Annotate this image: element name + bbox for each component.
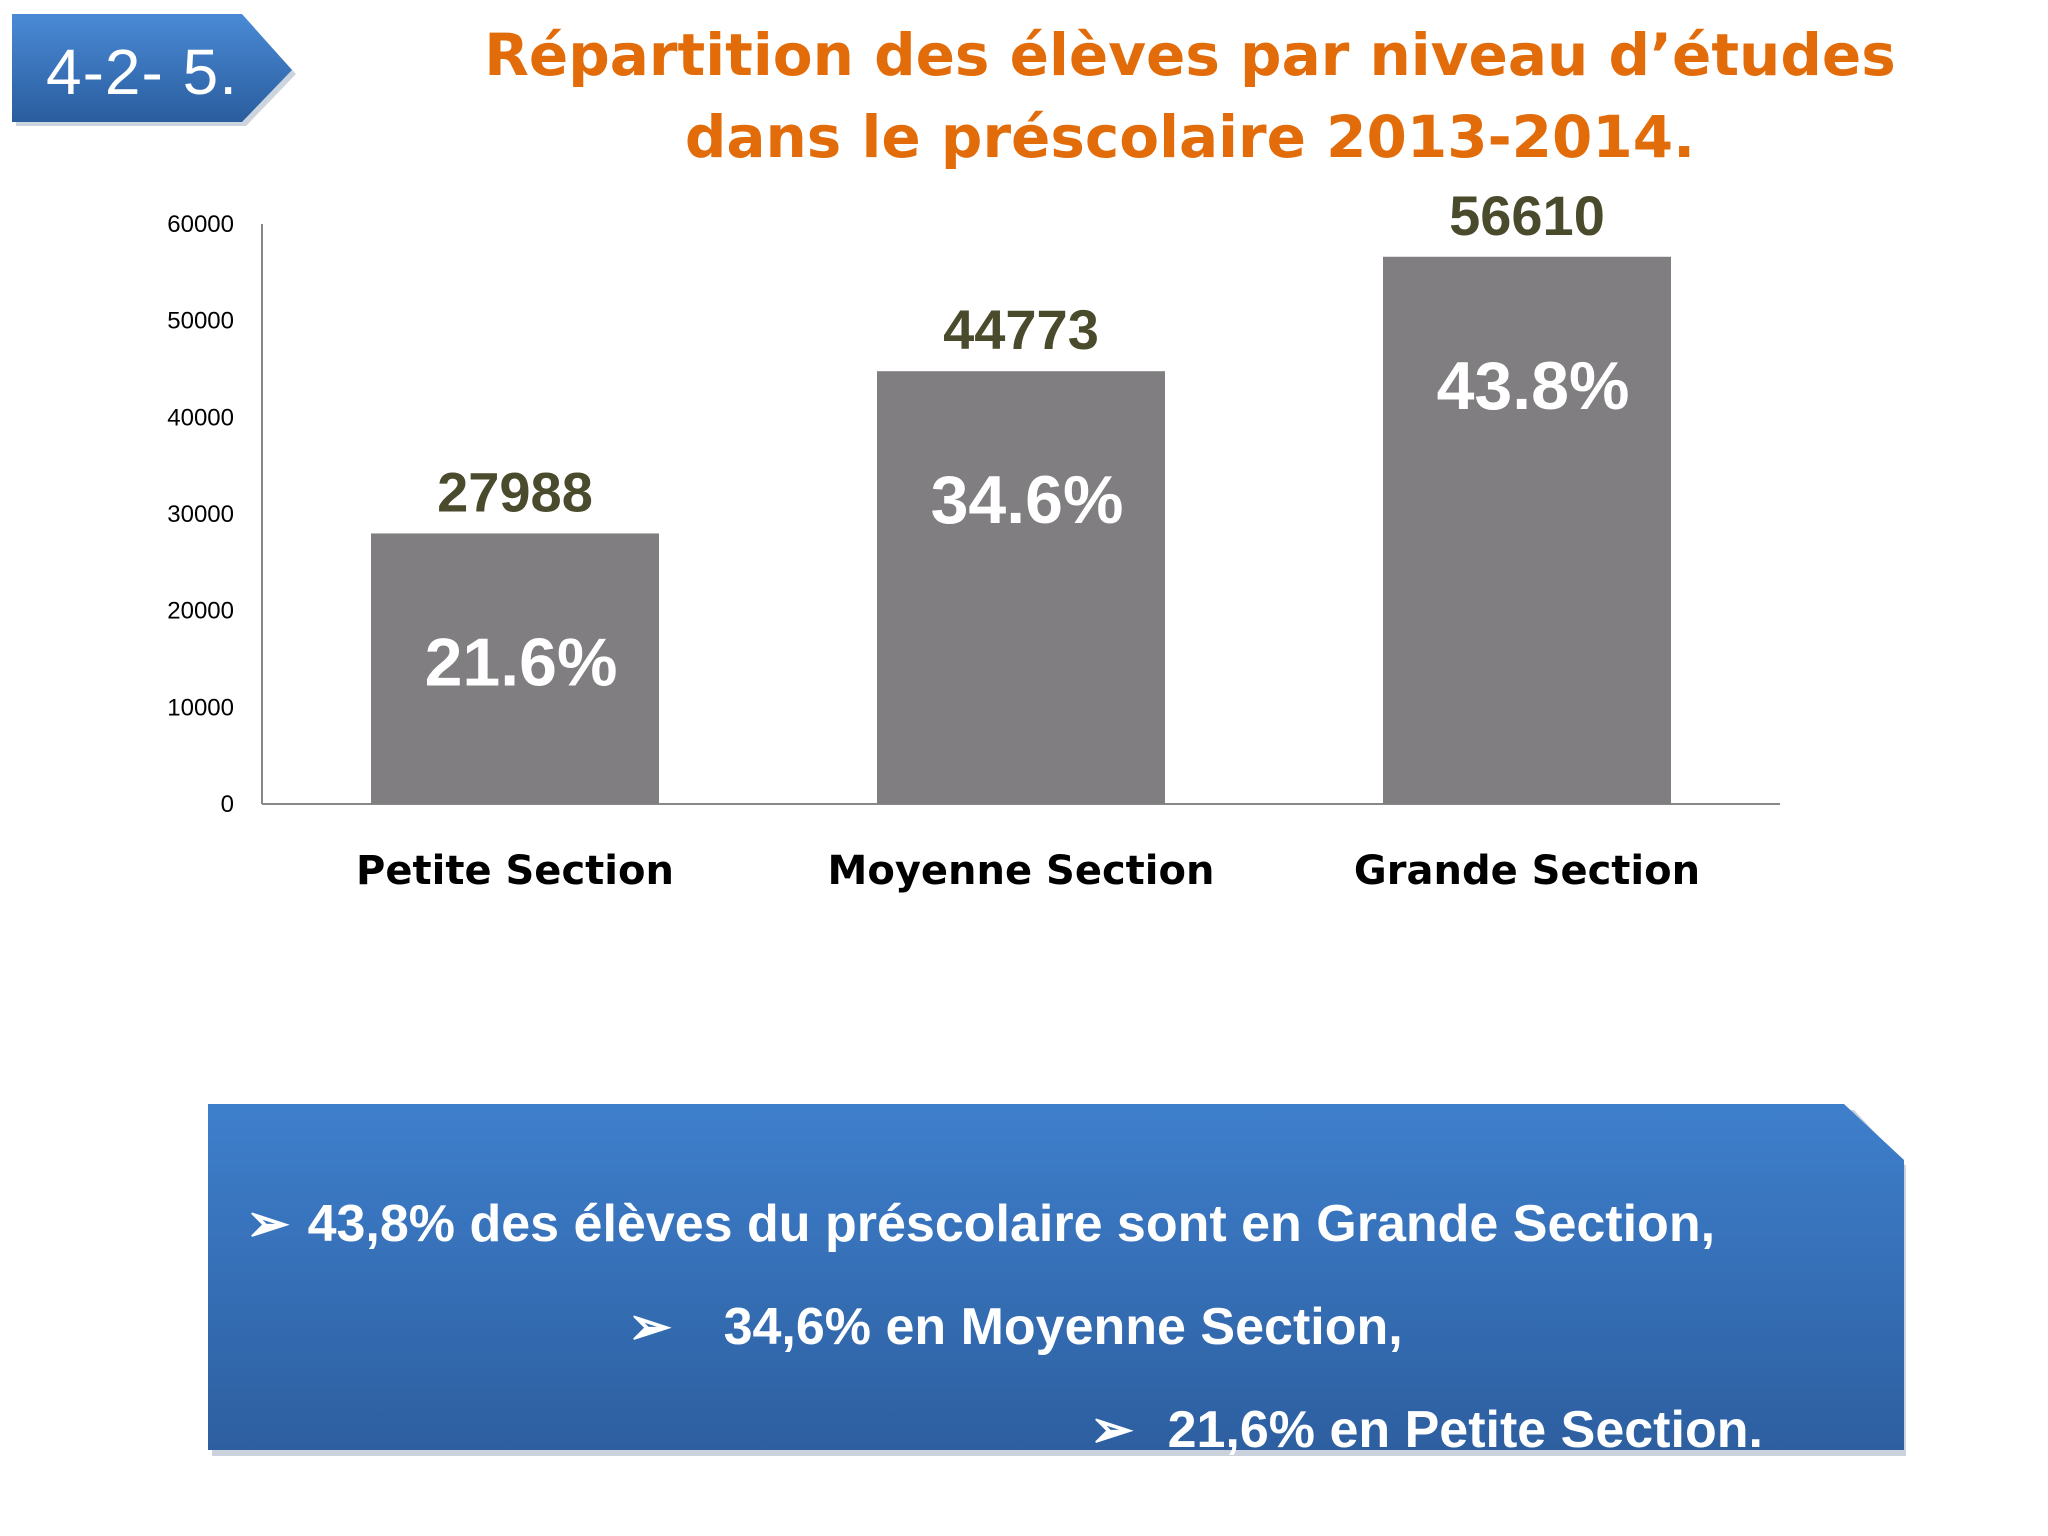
slide-title: Répartition des élèves par niveau d’étud… [484,21,1896,171]
section-badge: 4-2- 5. [12,14,302,130]
summary-box: ➢ 43,8% des élèves du préscolaire sont en… [208,1104,1906,1459]
bar-value-label: 56610 [1449,184,1605,247]
x-category-label: Petite Section [356,848,674,894]
bar [1383,256,1671,804]
y-tick-label: 60000 [167,211,234,238]
bar-value-label: 27988 [437,460,593,523]
bar [371,533,659,804]
summary-box-background [208,1104,1906,1456]
arrow-bullet-icon: ➢ [246,1195,290,1253]
y-tick-label: 50000 [167,308,234,335]
y-tick-label: 20000 [167,598,234,625]
y-tick-label: 40000 [167,404,234,431]
bar-percent-label: 43.8% [1437,348,1630,424]
arrow-bullet-icon: ➢ [1090,1401,1134,1459]
summary-line-moyenne: ➢ 34,6% en Moyenne Section, [628,1297,1403,1357]
arrow-bullet-icon: ➢ [628,1298,672,1356]
y-tick-label: 30000 [167,501,234,528]
summary-line-grande: ➢ 43,8% des élèves du préscolaire sont en… [246,1194,1715,1254]
summary-text: 21,6% en Petite Section. [1167,1401,1763,1459]
badge-arrow-shape [12,14,296,126]
bar-value-label: 44773 [943,298,1099,361]
badge-label: 4-2- 5. [46,36,238,108]
x-category-label: Grande Section [1354,848,1700,894]
summary-text: 43,8% des élèves du préscolaire sont en … [307,1195,1716,1253]
x-category-label: Moyenne Section [828,848,1215,894]
y-tick-label: 10000 [167,694,234,721]
bar-percent-label: 21.6% [425,624,618,700]
bar [877,371,1165,804]
bar-percent-label: 34.6% [931,462,1124,538]
bar-chart: 0 10000 20000 30000 40000 50000 60000 27988 21.6… [167,184,1780,894]
y-tick-label: 0 [221,791,234,818]
summary-text: 34,6% en Moyenne Section, [723,1298,1403,1356]
summary-line-petite: ➢ 21,6% en Petite Section. [1090,1400,1763,1460]
